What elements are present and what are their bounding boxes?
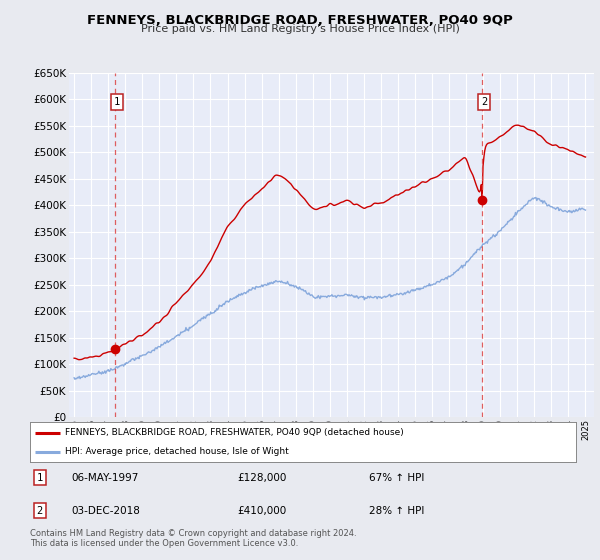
Text: 03-DEC-2018: 03-DEC-2018 [71,506,140,516]
Text: 1: 1 [37,473,43,483]
Text: Price paid vs. HM Land Registry's House Price Index (HPI): Price paid vs. HM Land Registry's House … [140,24,460,34]
Text: 28% ↑ HPI: 28% ↑ HPI [368,506,424,516]
Text: 06-MAY-1997: 06-MAY-1997 [71,473,139,483]
Text: 2: 2 [37,506,43,516]
Text: 67% ↑ HPI: 67% ↑ HPI [368,473,424,483]
Text: FENNEYS, BLACKBRIDGE ROAD, FRESHWATER, PO40 9QP (detached house): FENNEYS, BLACKBRIDGE ROAD, FRESHWATER, P… [65,428,404,437]
Text: Contains HM Land Registry data © Crown copyright and database right 2024.: Contains HM Land Registry data © Crown c… [30,529,356,538]
Text: HPI: Average price, detached house, Isle of Wight: HPI: Average price, detached house, Isle… [65,447,289,456]
Text: This data is licensed under the Open Government Licence v3.0.: This data is licensed under the Open Gov… [30,539,298,548]
Text: 1: 1 [114,97,120,107]
Text: £410,000: £410,000 [238,506,287,516]
Text: FENNEYS, BLACKBRIDGE ROAD, FRESHWATER, PO40 9QP: FENNEYS, BLACKBRIDGE ROAD, FRESHWATER, P… [87,14,513,27]
Text: 2: 2 [481,97,488,107]
Text: £128,000: £128,000 [238,473,287,483]
